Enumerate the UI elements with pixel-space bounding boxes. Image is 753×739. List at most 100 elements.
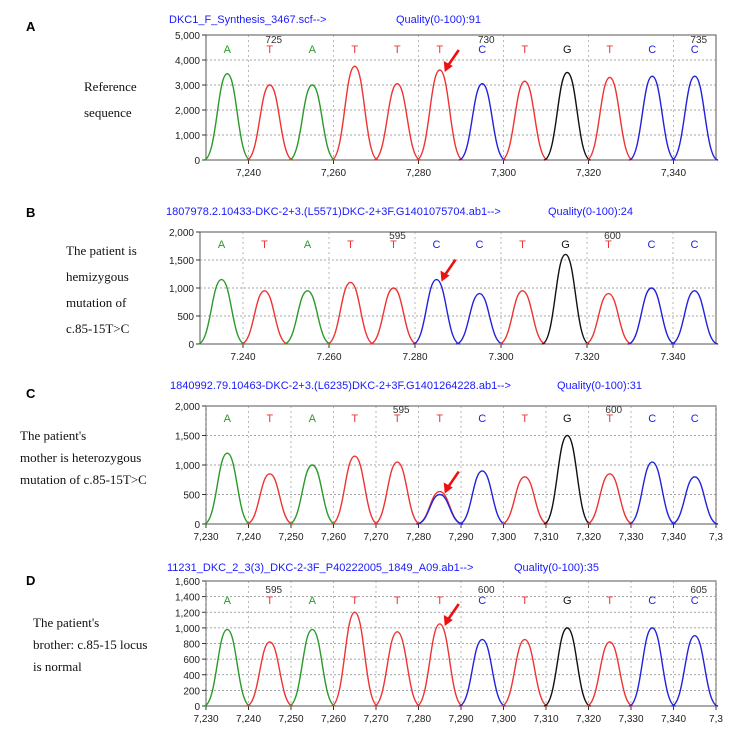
base-call-label: T [266, 413, 273, 425]
chromatogram-peak [498, 290, 547, 345]
x-tick-label: 7,300 [491, 532, 516, 543]
base-call-label: A [309, 44, 317, 56]
base-call-label: A [224, 595, 232, 607]
x-tick-label: 7,280 [406, 168, 431, 179]
panel-a: A Reference sequence DKC1_F_Synthesis_34… [0, 0, 753, 185]
x-tick-label: 7,280 [406, 532, 431, 543]
x-tick-label: 7,290 [448, 714, 473, 725]
base-position-label: 600 [478, 585, 495, 596]
y-tick-label: 1,500 [169, 256, 194, 267]
chromatogram-peak [671, 476, 719, 525]
chromatogram-peak [501, 638, 549, 707]
panel-description: The patient is hemizygous mutation of c.… [66, 238, 137, 342]
x-tick-label: 7,300 [491, 168, 516, 179]
chromatogram-peak [628, 627, 676, 707]
chromatogram-peak [586, 76, 634, 161]
description-line: is normal [33, 659, 82, 674]
y-tick-label: 500 [177, 312, 194, 323]
y-tick-label: 0 [188, 340, 194, 351]
x-tick-label: 7,290 [448, 532, 473, 543]
chromatogram-peak [501, 80, 549, 161]
quality-score: Quality(0-100):31 [557, 380, 642, 392]
base-call-label: C [691, 413, 699, 425]
panel-label: D [26, 573, 36, 588]
chromatogram-peak [369, 287, 418, 345]
base-call-label: A [218, 239, 226, 251]
base-call-label: T [266, 595, 273, 607]
y-tick-label: 2,000 [175, 106, 200, 117]
base-call-label: A [304, 239, 312, 251]
y-tick-label: 600 [183, 655, 200, 666]
chromatogram-peak [586, 641, 634, 707]
base-call-label: T [605, 239, 612, 251]
chromatogram-peak [246, 641, 294, 707]
chromatogram-peak [543, 627, 591, 707]
y-tick-label: 1,600 [175, 577, 200, 588]
base-call-label: T [606, 44, 613, 56]
x-tick-label: 7,300 [491, 714, 516, 725]
chromatogram-peak [412, 278, 461, 345]
chromatogram-peak [458, 470, 506, 525]
chromatogram-peak [586, 473, 634, 525]
chromatogram-peak [288, 628, 336, 707]
base-call-label: T [394, 413, 401, 425]
y-tick-label: 0 [194, 520, 200, 531]
chromatogram-peak [197, 278, 246, 345]
red-arrow [443, 603, 460, 626]
base-call-label: T [436, 413, 443, 425]
chromatogram-peak [203, 452, 251, 525]
chromatogram-peak [416, 493, 464, 525]
x-tick-label: 7,280 [406, 714, 431, 725]
base-call-label: C [478, 595, 486, 607]
chromatogram-b: 2,000 1,500 1,000 500 0 7.240 7.260 7.280 7.300 7… [169, 228, 719, 363]
red-arrow [440, 258, 457, 282]
base-position-label: 600 [605, 405, 622, 416]
x-tick-label: 7,270 [363, 714, 388, 725]
description-line: The patient is [66, 243, 137, 258]
y-tick-label: 5,000 [175, 31, 200, 42]
base-call-label: A [309, 413, 317, 425]
chromatogram-peak [331, 611, 379, 707]
chromatogram-peak [326, 281, 375, 345]
y-tick-label: 1,200 [175, 608, 200, 619]
arrow-head [443, 614, 453, 626]
description-line: The patient's [20, 428, 87, 443]
x-tick-label: 7.260 [316, 352, 341, 363]
x-tick-label: 7,260 [321, 532, 346, 543]
x-tick-label: 7,340 [661, 168, 686, 179]
chromatogram-a: 5,000 4,000 3,000 2,000 1,000 0 7,240 7,260 7,28… [175, 31, 719, 179]
red-arrow [443, 49, 460, 72]
base-position-label: 725 [265, 35, 282, 46]
arrow-shaft [446, 470, 460, 489]
base-call-label: C [648, 595, 656, 607]
base-call-label: T [394, 595, 401, 607]
chromatogram-peak [283, 290, 332, 345]
base-position-label: 595 [393, 405, 410, 416]
base-call-label: C [648, 44, 656, 56]
x-tick-label: 7,3 [709, 532, 723, 543]
chromatogram-peak [458, 638, 506, 707]
x-tick-label: 7,260 [321, 168, 346, 179]
chromatogram-peak [671, 634, 719, 707]
x-tick-label: 7,330 [618, 532, 643, 543]
chromatogram-peak [543, 434, 591, 525]
base-position-label: 595 [265, 585, 282, 596]
chromatogram-peak [331, 455, 379, 525]
panel-label: A [26, 19, 36, 34]
description-line: brother: c.85-15 locus [33, 637, 148, 652]
base-call-label: T [521, 413, 528, 425]
quality-score: Quality(0-100):24 [548, 206, 633, 218]
chromatogram-peak [628, 75, 676, 161]
base-call-label: T [606, 595, 613, 607]
chromatogram-peak [240, 290, 289, 345]
panel-description: Reference sequence [84, 74, 137, 126]
chromatogram-peak [288, 464, 336, 525]
description-line: The patient's [33, 615, 100, 630]
x-tick-label: 7,320 [576, 714, 601, 725]
x-tick-label: 7,250 [278, 714, 303, 725]
trace-filename: 11231_DKC_2_3(3)_DKC-2-3F_P40222005_1849… [167, 562, 474, 574]
base-call-label: C [648, 239, 656, 251]
x-tick-label: 7,320 [576, 168, 601, 179]
trace-filename: DKC1_F_Synthesis_3467.scf--> [169, 14, 327, 26]
